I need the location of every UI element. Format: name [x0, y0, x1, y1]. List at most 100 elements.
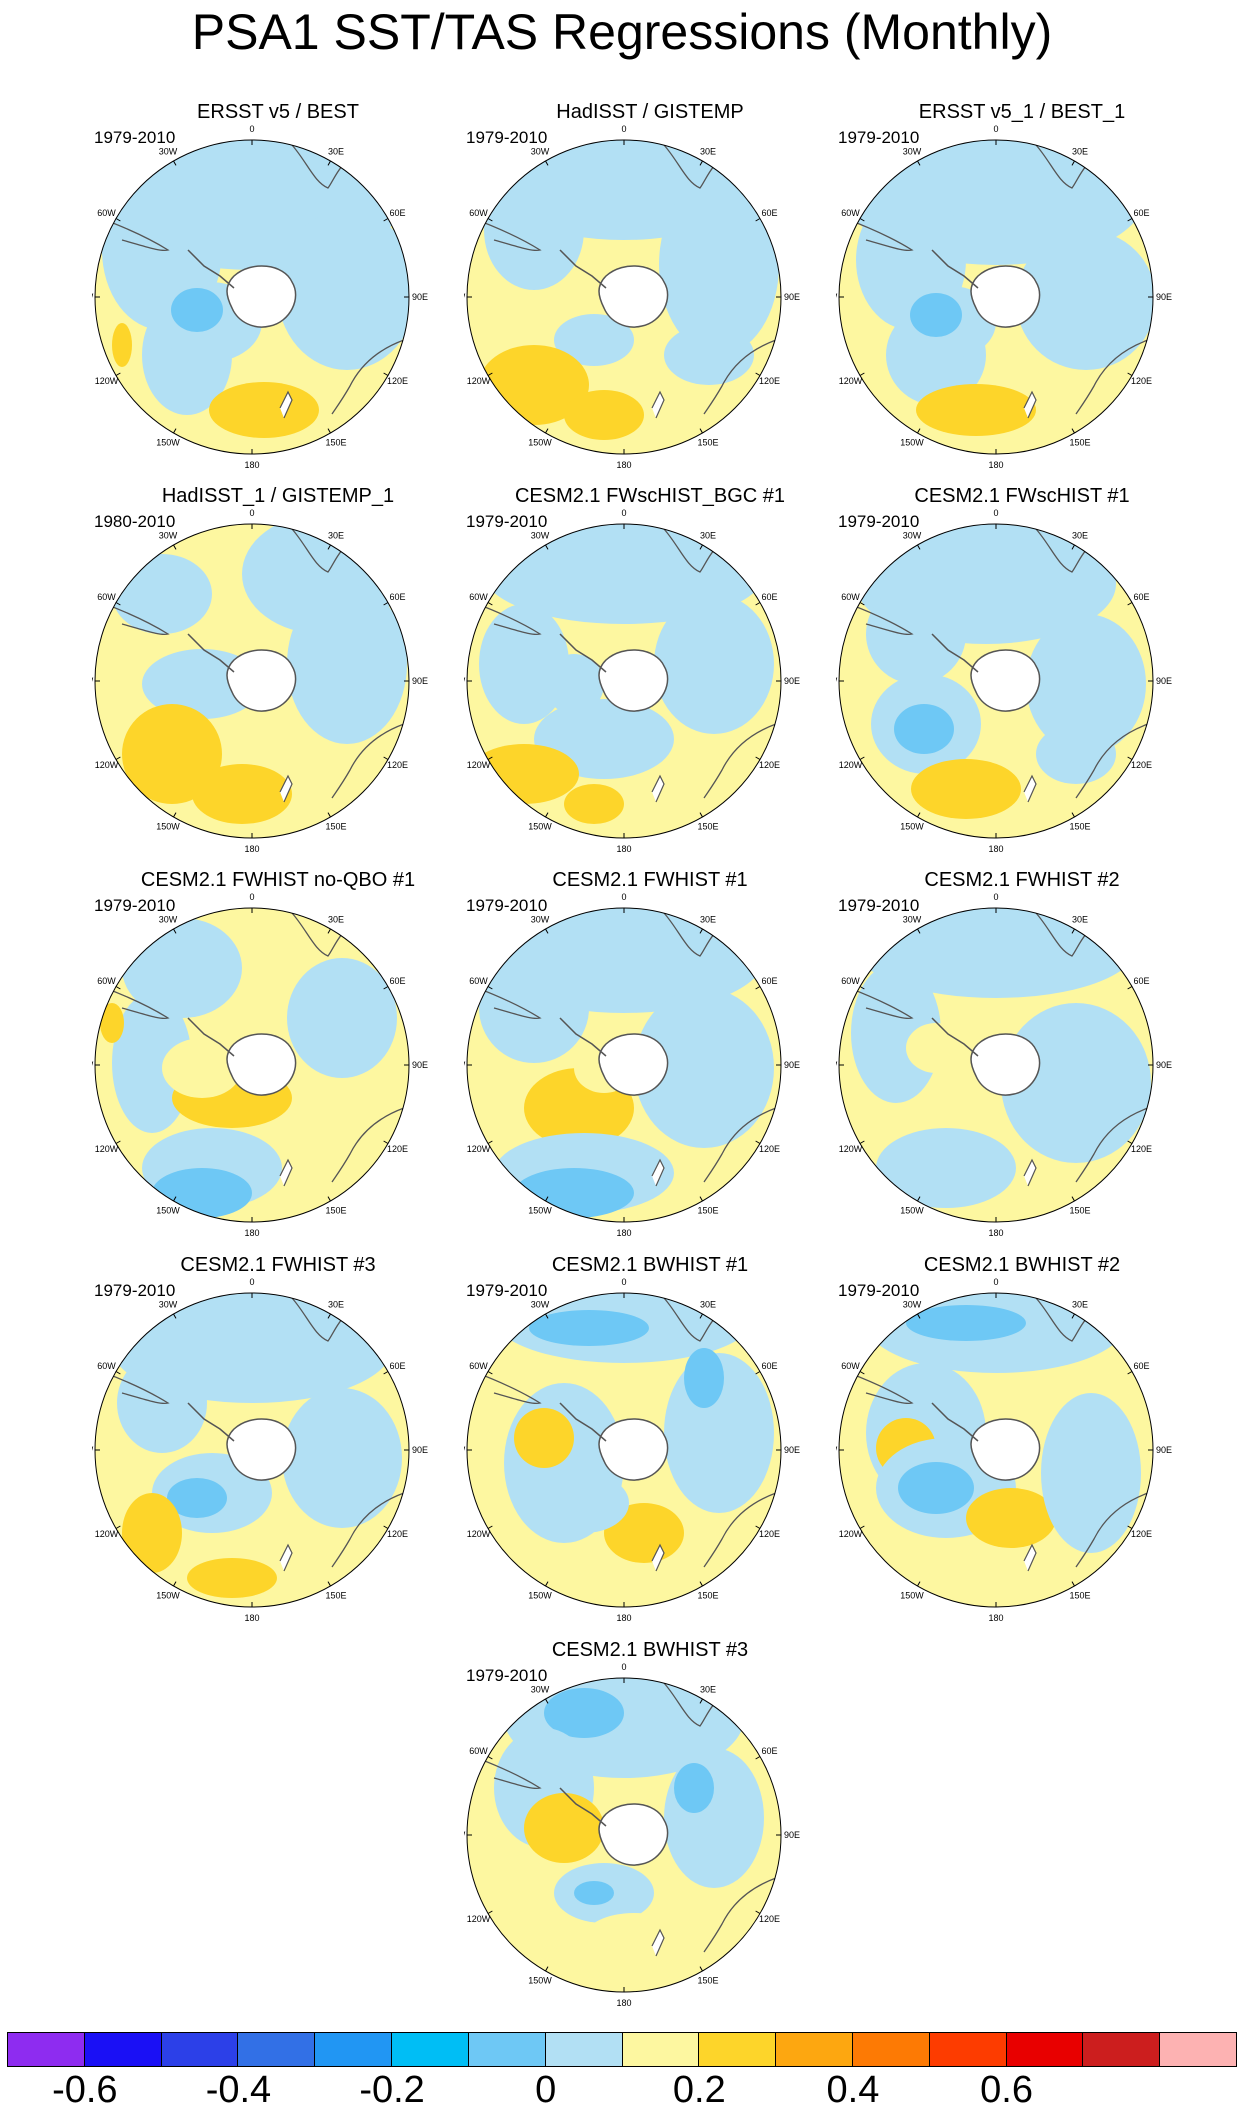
map-panel: CESM2.1 FWHIST no-QBO #1 1979-2010 0 30E 60E… [92, 868, 464, 1248]
colorbar-swatch [851, 2032, 930, 2067]
contour-region [287, 584, 407, 744]
longitude-tick [755, 602, 761, 606]
map-panel: ERSST v5 / BEST 1979-2010 0 30E 60E 90E 120E 15… [92, 100, 464, 480]
longitude-tick [327, 160, 331, 166]
longitude-label: 0 [621, 1277, 626, 1287]
longitude-label: 30W [531, 915, 550, 925]
contour-region [866, 584, 966, 684]
longitude-tick [383, 1140, 389, 1144]
longitude-tick [173, 1196, 177, 1202]
longitude-tick [327, 1196, 331, 1202]
longitude-label: 60W [469, 208, 488, 218]
longitude-tick [755, 372, 761, 376]
contour-region [1016, 230, 1153, 370]
panel-years: 1979-2010 [94, 1281, 176, 1300]
longitude-tick [699, 428, 703, 434]
longitude-label: 150E [697, 1590, 718, 1600]
contour-region [1001, 1003, 1151, 1163]
longitude-tick [115, 372, 121, 376]
longitude-label: 30W [531, 1300, 550, 1310]
contour-region [469, 744, 579, 804]
longitude-tick [487, 1140, 493, 1144]
contour-region [1036, 724, 1116, 784]
colorbar-swatch [928, 2032, 1007, 2067]
longitude-label: 0 [621, 1662, 626, 1672]
australia-coastline [1075, 339, 1149, 415]
longitude-label: 60E [1133, 1361, 1149, 1371]
new-zealand-coastline [651, 1158, 665, 1187]
south-america-coastline [471, 985, 542, 1020]
longitude-label: 120E [759, 1914, 780, 1924]
colorbar-label: 0.6 [980, 2069, 1033, 2111]
colorbar-swatch [698, 2032, 777, 2067]
longitude-label: 90E [784, 1060, 800, 1070]
longitude-label: 30E [328, 915, 344, 925]
longitude-label: 120W [95, 760, 119, 770]
longitude-label: 90E [784, 292, 800, 302]
contour-region [539, 1473, 629, 1533]
polar-map: 0 30E 60E 90E 120E 150E 180 150W 120W 90W 60W 30W [836, 124, 1172, 470]
new-zealand-coastline [279, 1158, 293, 1187]
antarctica-coastline [598, 1803, 669, 1866]
new-zealand-coastline [1023, 1543, 1037, 1572]
panel-title: CESM2.1 BWHIST #2 [923, 1254, 1121, 1276]
longitude-label: 30W [903, 147, 922, 157]
longitude-tick [487, 1525, 493, 1529]
longitude-label: 90W [836, 292, 838, 302]
panel-years: 1979-2010 [838, 896, 920, 915]
longitude-label: 150W [528, 1590, 552, 1600]
longitude-tick [755, 1910, 761, 1914]
colorbar [7, 2032, 1237, 2067]
contour-region [664, 1748, 764, 1888]
longitude-tick [699, 1698, 703, 1704]
longitude-label: 120W [839, 1529, 863, 1539]
longitude-tick [327, 1581, 331, 1587]
antarctica-coastline [226, 265, 297, 328]
longitude-label: 120W [467, 1914, 491, 1924]
longitude-label: 30E [1072, 531, 1088, 541]
longitude-label: 120E [387, 760, 408, 770]
longitude-label: 120W [839, 1144, 863, 1154]
longitude-label: 120W [839, 760, 863, 770]
colorbar-label: -0.4 [205, 2069, 272, 2111]
longitude-tick [917, 544, 921, 550]
south-america-coastline [471, 1370, 542, 1405]
longitude-label: 90E [412, 292, 428, 302]
longitude-label: 150W [156, 821, 180, 831]
longitude-label: 60E [389, 592, 405, 602]
map-panel: ERSST v5_1 / BEST_1 1979-2010 0 30E 60E 90E 12… [836, 100, 1208, 480]
longitude-tick [383, 1371, 389, 1375]
longitude-label: 120W [467, 1144, 491, 1154]
map-panel: CESM2.1 FWHIST #2 1979-2010 0 30E 60E 90E 120E… [836, 868, 1208, 1248]
longitude-tick [755, 1140, 761, 1144]
colorbar-swatch [160, 2032, 239, 2067]
longitude-tick [859, 1371, 865, 1375]
peninsula-coastline [931, 633, 979, 673]
longitude-tick [699, 544, 703, 550]
contour-region [192, 764, 292, 824]
longitude-tick [545, 1698, 549, 1704]
longitude-label: 30E [700, 147, 716, 157]
longitude-label: 30W [159, 915, 178, 925]
longitude-label: 120W [839, 376, 863, 386]
contour-region [654, 594, 774, 734]
longitude-tick [859, 986, 865, 990]
longitude-label: 180 [616, 1613, 631, 1623]
longitude-tick [383, 756, 389, 760]
longitude-tick [917, 928, 921, 934]
longitude-label: 120E [759, 1529, 780, 1539]
polar-map: 0 30E 60E 90E 120E 150E 180 150W 120W 90W 60W 30W [92, 892, 428, 1238]
colorbar-swatch [7, 2032, 85, 2067]
antarctica-coastline [970, 1418, 1041, 1481]
longitude-tick [173, 928, 177, 934]
longitude-label: 60E [761, 1746, 777, 1756]
longitude-label: 0 [249, 1277, 254, 1287]
longitude-label: 60W [469, 1746, 488, 1756]
longitude-label: 60E [1133, 976, 1149, 986]
longitude-label: 0 [993, 892, 998, 902]
longitude-label: 120W [467, 376, 491, 386]
colorbar-label: -0.6 [52, 2069, 118, 2111]
longitude-label: 0 [993, 124, 998, 134]
longitude-tick [545, 928, 549, 934]
contour-region [1026, 614, 1146, 754]
